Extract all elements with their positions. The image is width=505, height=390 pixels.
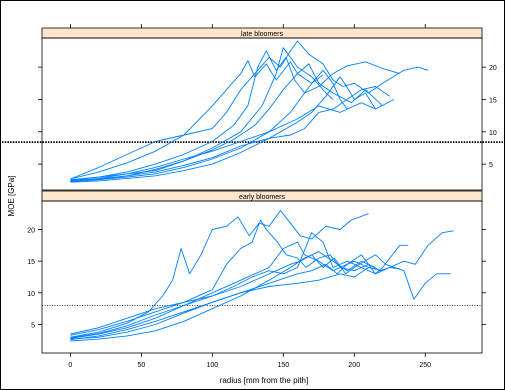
x-tick-label: 50: [137, 362, 145, 369]
y-tick-label: 20: [489, 65, 497, 72]
y-tick-label: 10: [27, 291, 35, 298]
panel-box: [41, 37, 483, 191]
y-tick-label: 5: [31, 323, 35, 330]
x-tick-label: 150: [277, 362, 289, 369]
series-line-1: [70, 60, 324, 180]
y-tick-label: 15: [489, 97, 497, 104]
series-line-3: [70, 219, 400, 336]
series-line-8: [70, 40, 429, 180]
series-line-9: [70, 86, 390, 182]
series-line-4: [70, 76, 376, 183]
series-line-8: [70, 251, 376, 342]
series-line-6: [70, 260, 369, 341]
series-line-1: [70, 210, 369, 338]
series-line-6: [70, 99, 395, 182]
panel-late: late bloomers 5 10 15 20: [2, 24, 503, 191]
y-axis-label: MOE [GPa]: [7, 176, 16, 217]
series-line-7: [70, 267, 383, 340]
series-line-2: [70, 47, 334, 181]
x-tick-label: 0: [68, 362, 72, 369]
x-tick-label: 200: [348, 362, 360, 369]
panel-box: [41, 200, 483, 354]
y-tick-label: 15: [27, 259, 35, 266]
panel-strip-label: late bloomers: [241, 31, 284, 38]
y-tick-label: 5: [489, 162, 493, 169]
x-tick-label: 250: [419, 362, 431, 369]
series-line-7: [70, 50, 400, 181]
panel-strip-label: early bloomers: [239, 194, 285, 201]
x-tick-label: 100: [206, 362, 218, 369]
series-line-5: [70, 63, 383, 183]
series-line-5: [70, 230, 454, 335]
series-line-2: [70, 241, 409, 339]
y-tick-label: 10: [489, 130, 497, 137]
x-axis-label: radius [mm from the pith]: [220, 376, 308, 385]
series-line-4: [70, 254, 451, 339]
series-line-3: [70, 69, 348, 182]
y-tick-label: 20: [27, 228, 35, 235]
